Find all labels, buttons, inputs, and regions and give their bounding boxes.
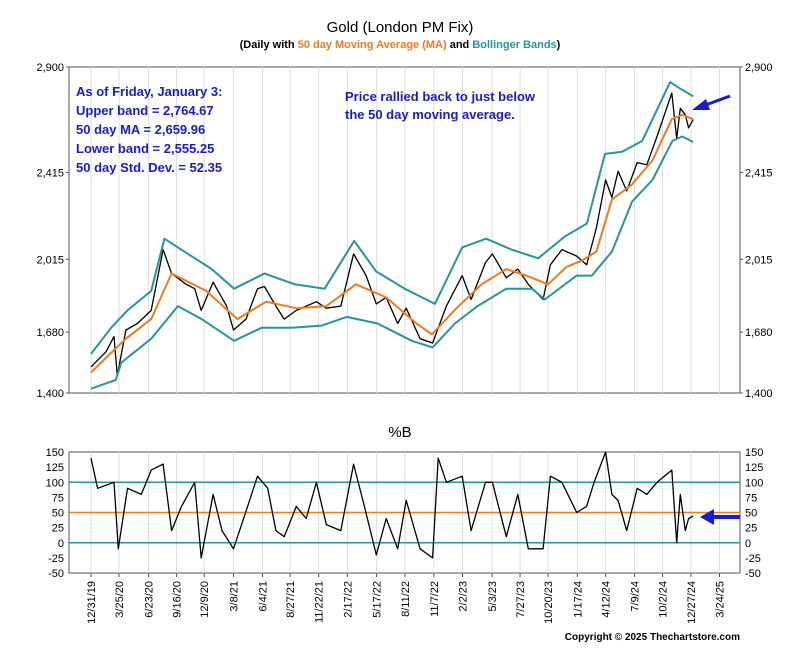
y-tick-label: 125	[46, 462, 64, 474]
annotation-line: As of Friday, January 3:	[76, 84, 222, 99]
x-tick-label: 12/31/19	[86, 581, 98, 624]
y-tick-label-right: 25	[745, 523, 757, 535]
x-tick-label: 2/17/22	[342, 581, 354, 618]
x-tick-label: 7/9/24	[630, 581, 642, 612]
x-tick-label: 8/11/22	[400, 581, 412, 617]
y-tick-label-right: 1,680	[745, 327, 773, 339]
x-tick-label: 6/23/20	[144, 581, 156, 618]
y-tick-label: -50	[48, 568, 64, 580]
x-tick-label: 8/27/21	[285, 581, 297, 618]
y-tick-label-right: 1,400	[745, 388, 773, 400]
y-tick-label-right: 50	[745, 508, 757, 520]
x-tick-label: 4/12/24	[601, 581, 613, 618]
x-tick-label: 11/7/22	[429, 581, 441, 617]
y-tick-label-right: 150	[745, 447, 763, 459]
y-tick-label: 2,415	[36, 167, 64, 179]
stats-annotation: As of Friday, January 3: Upper band = 2,…	[76, 84, 222, 175]
price-line	[90, 92, 694, 377]
upper-bollinger-band	[90, 81, 694, 355]
x-tick-label: 5/17/22	[372, 581, 384, 618]
x-tick-label: 12/27/24	[686, 581, 698, 624]
percent-b-line	[90, 451, 694, 559]
x-tick-label: 9/16/20	[172, 581, 184, 618]
arrow-icon	[692, 94, 731, 110]
x-tick-label: 10/20/23	[543, 581, 555, 624]
y-tick-label-right: 75	[745, 492, 757, 504]
price-series	[90, 81, 694, 390]
x-tick-label: 3/24/25	[714, 581, 726, 618]
annotation-line: the 50 day moving average.	[345, 107, 515, 122]
copyright-text: Copyright © 2025 Thechartstore.com	[565, 632, 740, 643]
x-tick-label: 12/9/20	[199, 581, 211, 618]
x-tick-label: 11/22/21	[314, 581, 326, 623]
x-tick-label: 1/17/24	[572, 581, 584, 618]
y-tick-label: 1,680	[36, 327, 64, 339]
subtitle-bb: Bollinger Bands	[472, 39, 556, 51]
y-tick-label-right: -50	[745, 568, 761, 580]
y-tick-label-right: 0	[745, 538, 751, 550]
annotation-line: Upper band = 2,764.67	[76, 103, 214, 118]
y-tick-label: 150	[46, 447, 64, 459]
y-tick-label: 2,900	[36, 62, 64, 74]
subtitle-prefix: (Daily with	[240, 39, 298, 51]
price-annotation: Price rallied back to just below the 50 …	[345, 89, 536, 122]
x-axis-labels: 12/31/19 3/25/20 6/23/20 9/16/20 12/9/20 3/8/…	[86, 573, 726, 624]
lower-bollinger-band	[90, 135, 694, 390]
x-tick-label: 10/2/24	[658, 581, 670, 618]
percent-b-title: %B	[388, 424, 411, 441]
arrow-icon	[700, 509, 740, 525]
x-tick-label: 2/2/23	[458, 581, 470, 612]
chart-subtitle: (Daily with 50 day Moving Average (MA) a…	[240, 39, 561, 51]
y-tick-label-right: 125	[745, 462, 763, 474]
annotation-line: Lower band = 2,555.25	[76, 141, 214, 156]
y-tick-label: 75	[52, 492, 64, 504]
y-tick-label-right: 2,900	[745, 62, 773, 74]
y-tick-label-right: -25	[745, 553, 761, 565]
annotation-line: Price rallied back to just below	[345, 89, 536, 104]
percent-b-series	[90, 451, 694, 559]
x-tick-label: 5/3/23	[487, 581, 499, 612]
y-tick-label-right: 100	[745, 477, 763, 489]
x-tick-label: 3/8/21	[228, 581, 240, 612]
subtitle-middle: and	[447, 39, 473, 51]
chart-title: Gold (London PM Fix)	[327, 19, 474, 36]
y-tick-label-right: 2,015	[745, 254, 773, 266]
annotation-line: 50 day Std. Dev. = 52.35	[76, 160, 222, 175]
x-tick-label: 6/4/21	[257, 581, 269, 612]
y-tick-label: 50	[52, 508, 64, 520]
x-tick-label: 7/27/23	[515, 581, 527, 618]
y-tick-label: 25	[52, 523, 64, 535]
subtitle-suffix: )	[557, 39, 561, 51]
moving-average-line	[90, 113, 694, 374]
y-tick-label: 2,015	[36, 254, 64, 266]
y-tick-label: 0	[58, 538, 64, 550]
x-tick-label: 3/25/20	[114, 581, 126, 618]
y-tick-label-right: 2,415	[745, 167, 773, 179]
y-tick-label: 1,400	[36, 388, 64, 400]
percent-b-y-axis: -50 -50 -25 -25 0 0 25 25 50 50 75 75 100 100 125 125 15…	[46, 447, 764, 580]
subtitle-ma: 50 day Moving Average (MA)	[298, 39, 447, 51]
y-tick-label: -25	[48, 553, 64, 565]
annotation-line: 50 day MA = 2,659.96	[76, 122, 205, 137]
y-tick-label: 100	[46, 477, 64, 489]
price-y-axis: 1,400 1,400 1,680 1,680 2,015 2,015 2,415 2,415…	[36, 62, 772, 400]
